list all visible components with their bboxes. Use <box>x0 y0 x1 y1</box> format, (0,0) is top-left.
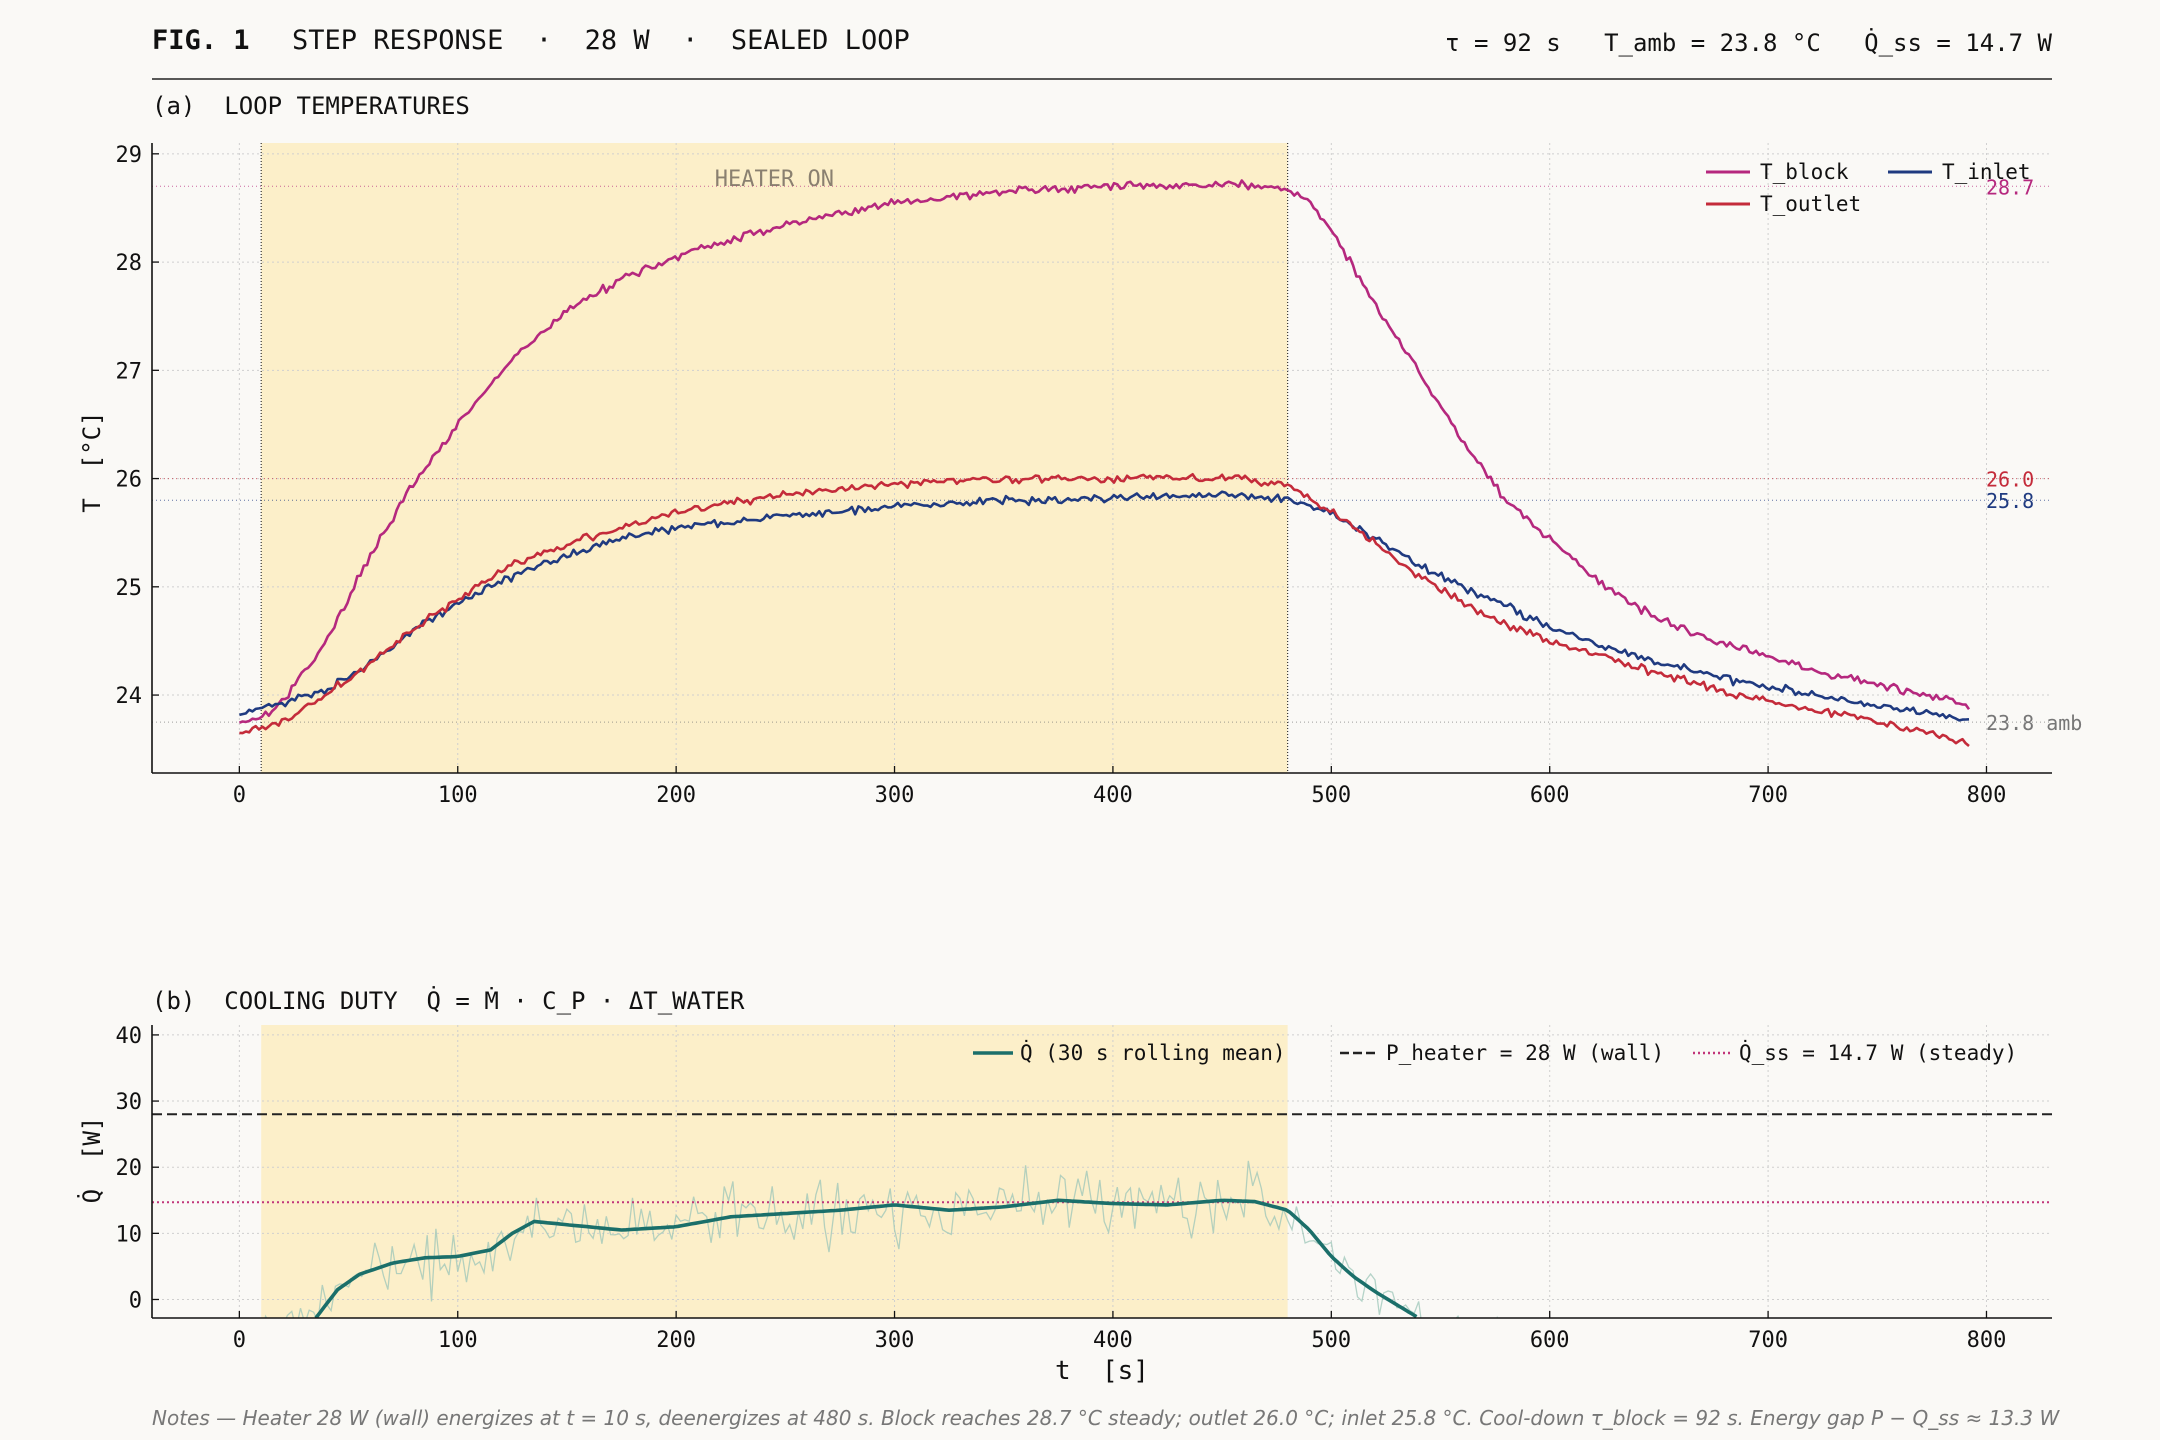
x-tick-label: 500 <box>1311 1328 1351 1353</box>
y-tick-label: 28 <box>116 251 143 276</box>
legend-entry: T_outlet <box>1760 192 1861 216</box>
y-tick-label: 29 <box>116 143 143 168</box>
legend-entry: T_inlet <box>1942 160 2031 184</box>
series-line-rolling-mean <box>314 1198 1418 1318</box>
heater-on-annotation: HEATER ON <box>715 167 834 192</box>
y-tick-label: 24 <box>116 684 143 709</box>
y-tick-label: 30 <box>116 1090 143 1115</box>
x-tick-label: 300 <box>875 783 915 808</box>
panel-cooling-duty: (b) COOLING DUTY Q̇ = Ṁ · C_P · ΔT_WATER… <box>77 986 2052 1386</box>
figure-params: τ = 92 s T_amb = 23.8 °C Q̇_ss = 14.7 W <box>1445 28 2052 57</box>
legend-entry: Q̇_ss = 14.7 W (steady) <box>1739 1039 2017 1065</box>
heater-on-span <box>261 143 1288 773</box>
heater-on-span <box>261 1025 1288 1318</box>
y-tick-label: 20 <box>116 1156 143 1181</box>
legend-entry: Q̇ (30 s rolling mean) <box>1020 1039 1286 1065</box>
x-tick-label: 100 <box>438 783 478 808</box>
panel-b-xlabel: t [s] <box>1055 1356 1149 1386</box>
y-tick-label: 10 <box>116 1222 143 1247</box>
y-tick-label: 0 <box>129 1288 142 1313</box>
y-tick-label: 40 <box>116 1024 143 1049</box>
reference-line-label: 28.7 <box>1986 175 2034 199</box>
x-tick-label: 600 <box>1530 783 1570 808</box>
panel-a-label: (a) LOOP TEMPERATURES <box>152 92 470 120</box>
x-tick-label: 600 <box>1530 1328 1570 1353</box>
series-line-t-outlet <box>239 472 1970 748</box>
series-line-t-block <box>238 179 1971 724</box>
x-tick-label: 700 <box>1748 1328 1788 1353</box>
x-tick-label: 200 <box>656 1328 696 1353</box>
figure-label: FIG. 1 <box>152 25 250 56</box>
panel-loop-temperatures: (a) LOOP TEMPERATURES T [°C] HEATER ON 28… <box>78 92 2082 808</box>
reference-line-label: 23.8 amb <box>1986 711 2082 735</box>
x-tick-label: 400 <box>1093 783 1133 808</box>
series-line-t-inlet <box>239 490 1970 722</box>
reference-line-label: 25.8 <box>1986 489 2034 513</box>
x-tick-label: 500 <box>1311 783 1351 808</box>
x-tick-label: 200 <box>656 783 696 808</box>
x-tick-label: 700 <box>1748 783 1788 808</box>
figure-title: STEP RESPONSE · 28 W · SEALED LOOP <box>292 25 910 56</box>
x-tick-label: 400 <box>1093 1328 1133 1353</box>
raw-duty-signal <box>264 1160 1499 1318</box>
panel-a-ylabel: T [°C] <box>78 411 106 512</box>
legend-entry: T_block <box>1760 160 1849 184</box>
reference-line-label: 26.0 <box>1986 468 2034 492</box>
y-tick-label: 27 <box>116 359 143 384</box>
y-tick-label: 25 <box>116 576 143 601</box>
x-tick-label: 100 <box>438 1328 478 1353</box>
x-tick-label: 800 <box>1967 783 2007 808</box>
legend-entry: P_heater = 28 W (wall) <box>1386 1041 1664 1065</box>
panel-b-label: (b) COOLING DUTY Q̇ = Ṁ · C_P · ΔT_WATER <box>152 986 745 1015</box>
panel-b-ylabel: Q̇ [W] <box>77 1117 106 1204</box>
x-tick-label: 300 <box>875 1328 915 1353</box>
x-tick-label: 0 <box>233 783 246 808</box>
y-tick-label: 26 <box>116 468 143 493</box>
figure-notes: Notes — Heater 28 W (wall) energizes at … <box>152 1406 2060 1430</box>
x-tick-label: 800 <box>1967 1328 2007 1353</box>
x-tick-label: 0 <box>233 1328 246 1353</box>
